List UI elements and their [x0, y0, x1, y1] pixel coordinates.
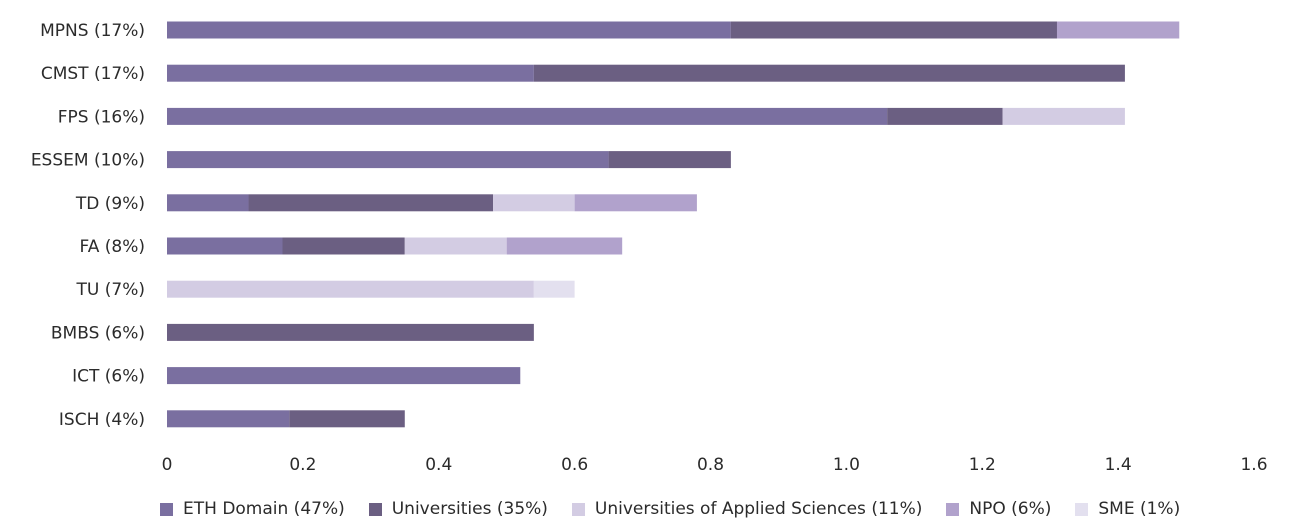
x-tick-label: 0 [162, 455, 173, 475]
bar-segment [289, 410, 405, 428]
category-label: CMST (17%) [41, 64, 145, 84]
bar-segment [533, 64, 1125, 82]
legend-item: Universities (35%) [368, 499, 548, 519]
bar-segment [404, 237, 507, 255]
legend-swatch [571, 502, 585, 516]
legend-label: SME (1%) [1098, 499, 1181, 519]
category-label: FPS (16%) [58, 107, 145, 127]
bar-segment [730, 21, 1057, 39]
bar-segment [282, 237, 405, 255]
bar-segment [608, 151, 731, 169]
bar-segment [167, 280, 534, 298]
legend: ETH Domain (47%) Universities (35%) Univer… [160, 497, 1180, 521]
legend-item: ETH Domain (47%) [160, 499, 345, 519]
legend-item: Universities of Applied Sciences (11%) [571, 499, 923, 519]
x-tick-label: 1.0 [833, 455, 860, 475]
legend-swatch [368, 502, 382, 516]
x-tick-label: 1.4 [1105, 455, 1132, 475]
bars [167, 21, 1180, 428]
bar-segment [493, 194, 575, 212]
legend-swatch [160, 502, 173, 516]
bar-segment [167, 237, 283, 255]
bar-segment [167, 64, 534, 82]
x-axis-tick-labels: 0 0.2 0.4 0.6 0.8 1.0 1.2 1.4 1.6 [162, 455, 1268, 475]
bar-segment [887, 107, 1003, 125]
legend-item: NPO (6%) [946, 499, 1051, 519]
bar-segment [1002, 107, 1125, 125]
category-label: MPNS (17%) [40, 21, 145, 41]
x-tick-label: 0.8 [697, 455, 724, 475]
category-label: TU (7%) [76, 280, 145, 300]
category-label: ISCH (4%) [59, 410, 145, 430]
x-tick-label: 0.6 [561, 455, 588, 475]
legend-item: SME (1%) [1075, 499, 1180, 519]
legend-label: ETH Domain (47%) [183, 499, 345, 519]
category-labels: MPNS (17%) CMST (17%) FPS (16%) ESSEM (10%)… [31, 21, 145, 430]
bar-segment [533, 280, 575, 298]
bar-segment [1056, 21, 1180, 39]
bar-segment [167, 21, 731, 39]
bar-segment [167, 410, 290, 428]
legend-label: NPO (6%) [969, 499, 1052, 519]
category-label: BMBS (6%) [51, 323, 145, 343]
legend-label: Universities (35%) [391, 499, 548, 519]
x-tick-label: 0.2 [289, 455, 316, 475]
bar-segment [167, 151, 609, 169]
x-tick-label: 1.6 [1240, 455, 1267, 475]
bar-segment [167, 367, 521, 385]
bar-segment [167, 107, 888, 125]
category-label: FA (8%) [80, 237, 146, 257]
x-tick-label: 1.2 [969, 455, 996, 475]
bar-segment [167, 194, 249, 212]
bar-segment [574, 194, 697, 212]
legend-swatch [946, 502, 960, 516]
category-label: TD (9%) [75, 194, 145, 214]
legend-label: Universities of Applied Sciences (11%) [594, 499, 923, 519]
bar-segment [506, 237, 623, 255]
bar-segment [167, 323, 534, 341]
category-label: ESSEM (10%) [31, 151, 145, 171]
category-label: ICT (6%) [72, 367, 145, 387]
bar-segment [248, 194, 494, 212]
stacked-bar-chart: MPNS (17%) CMST (17%) FPS (16%) ESSEM (10%)… [31, 21, 1268, 475]
legend-swatch [1075, 502, 1089, 516]
x-tick-label: 0.4 [425, 455, 452, 475]
